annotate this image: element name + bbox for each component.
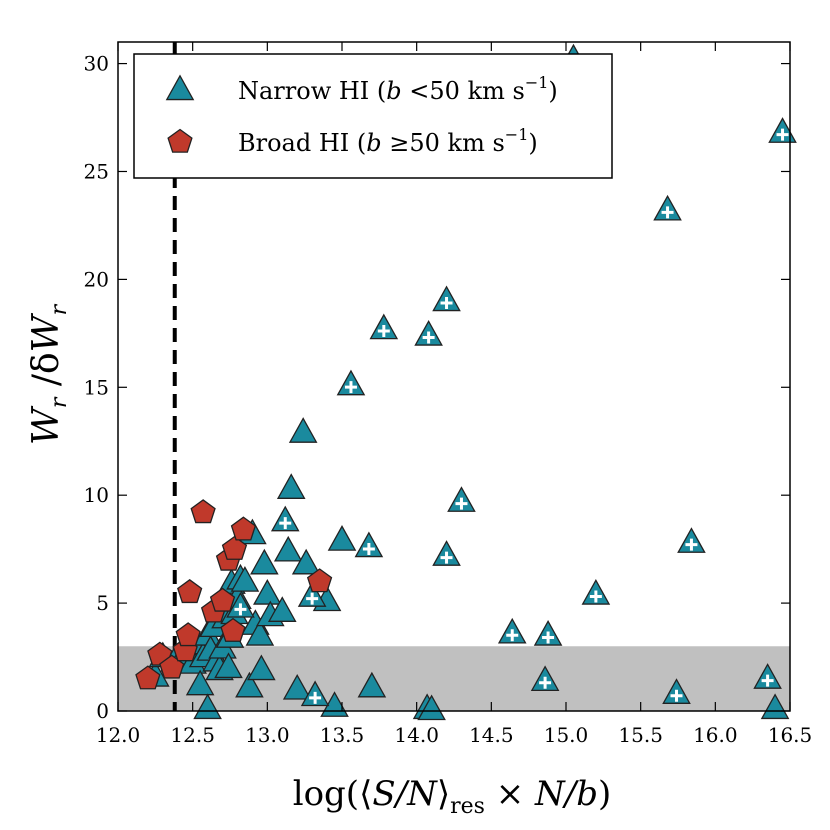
narrow-hi-point [250, 548, 279, 575]
broad-hi-point [209, 587, 236, 612]
y-tick-label: 5 [96, 591, 109, 615]
plus-mark [506, 629, 519, 642]
narrow-hi-point [193, 693, 222, 720]
x-tick-label: 12.5 [170, 723, 215, 747]
plus-mark [589, 590, 602, 603]
y-tick-label: 15 [84, 375, 109, 399]
x-tick-label: 16.5 [768, 723, 813, 747]
narrow-hi-point [273, 535, 303, 562]
plus-mark [670, 689, 683, 702]
legend-pentagon-icon [167, 128, 193, 153]
broad-hi-point [177, 579, 203, 604]
legend-box [133, 53, 613, 179]
broad-hi-point [135, 665, 161, 690]
plus-mark [422, 331, 435, 344]
narrow-hi-point [235, 671, 264, 698]
broad-hi-point [220, 617, 246, 642]
plus-mark [542, 631, 555, 644]
x-tick-label: 14.5 [469, 723, 514, 747]
narrow-hi-point [276, 473, 306, 499]
legend-entry-label: Broad HI (b ≥50 km s−1) [238, 125, 538, 157]
y-axis-title: Wr /δWr [26, 303, 72, 445]
y-tick-label: 0 [96, 699, 109, 723]
plus-mark [440, 296, 453, 309]
plus-mark [362, 542, 375, 555]
x-tick-label: 12.0 [96, 723, 141, 747]
plus-mark [761, 674, 774, 687]
narrow-hi-point [267, 596, 297, 622]
plus-mark [279, 517, 292, 530]
broad-hi-point [306, 568, 333, 593]
broad-hi-point [190, 499, 216, 524]
narrow-hi-point [417, 694, 446, 721]
plus-mark [344, 381, 357, 394]
broad-hi-point [175, 622, 201, 647]
plus-mark [661, 206, 674, 219]
legend-triangle-icon [165, 74, 195, 101]
plot-frame [117, 41, 791, 712]
x-tick-label: 13.5 [320, 723, 365, 747]
y-tick-label: 25 [84, 159, 109, 183]
narrow-hi-point [230, 566, 260, 592]
x-tick-label: 13.0 [245, 723, 290, 747]
x-tick-label: 15.0 [544, 723, 589, 747]
plus-mark [309, 691, 322, 704]
narrow-hi-point [245, 619, 275, 646]
narrow-hi-point [253, 578, 282, 605]
x-tick-label: 16.0 [693, 723, 738, 747]
plus-mark [685, 538, 698, 551]
plus-mark [440, 551, 453, 564]
plus-mark [306, 592, 319, 605]
legend-entry-label: Narrow HI (b <50 km s−1) [238, 73, 558, 105]
legend: Narrow HI (b <50 km s−1) Broad HI (b ≥50 … [133, 53, 613, 179]
y-tick-label: 30 [84, 52, 109, 76]
plus-mark [377, 325, 390, 338]
narrow-hi-point [282, 673, 312, 700]
narrow-hi-point [327, 525, 357, 551]
y-tick-label: 10 [84, 483, 109, 507]
plot-border [117, 41, 791, 712]
narrow-hi-point [214, 652, 243, 679]
y-tick-label: 20 [84, 267, 109, 291]
x-tick-label: 15.5 [618, 723, 663, 747]
plus-mark [455, 497, 468, 510]
plus-mark [776, 128, 789, 141]
narrow-hi-point [247, 654, 276, 681]
axis-ticks: 12.0 12.5 13.0 13.5 14.0 14.5 15.0 15.5 16.0 16.5… [84, 42, 813, 747]
narrow-hi-point [760, 693, 790, 720]
x-axis-title: log(⟨S/N⟩res × N/b) [293, 774, 612, 819]
narrow-hi-point [288, 417, 318, 443]
narrow-hi-point [291, 548, 321, 575]
broad-hi-point [230, 516, 257, 541]
x-tick-label: 14.0 [394, 723, 439, 747]
narrow-hi-point [357, 671, 387, 698]
plus-mark [234, 603, 247, 616]
plus-mark [539, 676, 552, 689]
broad-hi-point [221, 535, 248, 560]
narrow-hi-point [185, 669, 215, 696]
